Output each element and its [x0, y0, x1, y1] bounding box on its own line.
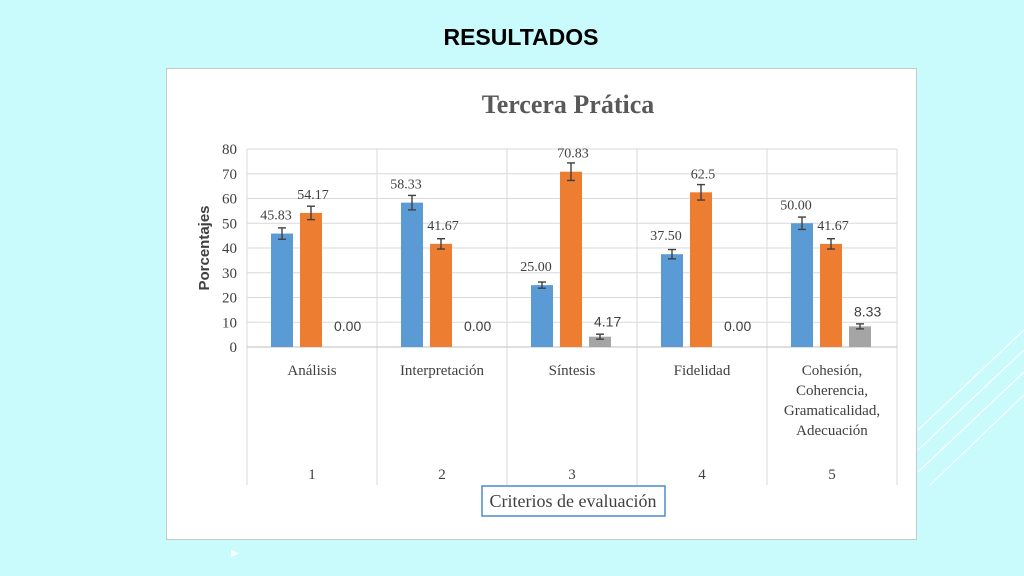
data-label: 8.33	[854, 303, 881, 319]
bar	[430, 243, 452, 347]
bar	[791, 223, 813, 347]
data-label: 0.00	[464, 318, 491, 334]
bar	[401, 202, 423, 347]
chart-frame: Tercera Prática 0 10 20 30 40 50 60 70 80 Porcenta…	[166, 68, 917, 540]
category-number: 3	[568, 467, 576, 483]
category-label: Adecuación	[796, 423, 868, 439]
category-label: Coherencia,	[796, 383, 868, 399]
data-label: 70.83	[557, 147, 589, 162]
data-label: 62.5	[691, 167, 716, 182]
data-label: 0.00	[724, 318, 751, 334]
bar	[690, 192, 712, 347]
data-label: 50.00	[780, 198, 812, 213]
bar	[849, 326, 871, 347]
bar	[661, 254, 683, 347]
x-axis-label: Criterios de evaluación	[490, 491, 657, 511]
y-tick-label: 10	[222, 315, 237, 331]
y-tick-label: 70	[222, 167, 237, 183]
category-label: Síntesis	[549, 363, 596, 379]
category-number: 5	[828, 467, 836, 483]
bar	[300, 212, 322, 347]
category-label: Análisis	[287, 363, 336, 379]
category-label: Fidelidad	[674, 363, 731, 379]
category-number: 1	[308, 467, 316, 483]
category-number: 2	[438, 467, 446, 483]
y-tick-label: 0	[230, 340, 238, 356]
chart-title: Tercera Prática	[482, 90, 655, 119]
bar	[271, 233, 293, 347]
x-axis-label-box	[481, 485, 666, 517]
y-tick-label: 80	[222, 142, 237, 158]
data-label: 41.67	[427, 219, 459, 234]
data-label: 45.83	[260, 209, 292, 224]
category-label: Interpretación	[400, 363, 485, 379]
y-axis-label: Porcentajes	[196, 205, 213, 290]
category-label: Gramaticalidad,	[784, 403, 880, 419]
bar-chart: Tercera Prática 0 10 20 30 40 50 60 70 80 Porcenta…	[196, 90, 898, 517]
y-tick-label: 20	[222, 291, 237, 307]
category-label: Cohesión,	[802, 363, 862, 379]
data-label: 4.17	[594, 314, 621, 330]
y-tick-label: 40	[222, 241, 237, 257]
bar	[560, 171, 582, 347]
y-tick-label: 60	[222, 192, 237, 208]
y-tick-label: 30	[222, 266, 237, 282]
data-label: 0.00	[334, 318, 361, 334]
data-label: 41.67	[817, 219, 849, 234]
bar	[531, 285, 553, 347]
data-label: 37.50	[650, 229, 682, 244]
play-marker-icon: ▶	[231, 548, 239, 559]
data-label: 25.00	[520, 260, 552, 275]
category-number: 4	[698, 467, 706, 483]
data-label: 54.17	[297, 188, 329, 203]
y-tick-label: 50	[222, 216, 237, 232]
data-label: 58.33	[390, 178, 422, 193]
bar	[589, 336, 611, 347]
slide-title: RESULTADOS	[443, 24, 599, 50]
bar	[820, 243, 842, 347]
